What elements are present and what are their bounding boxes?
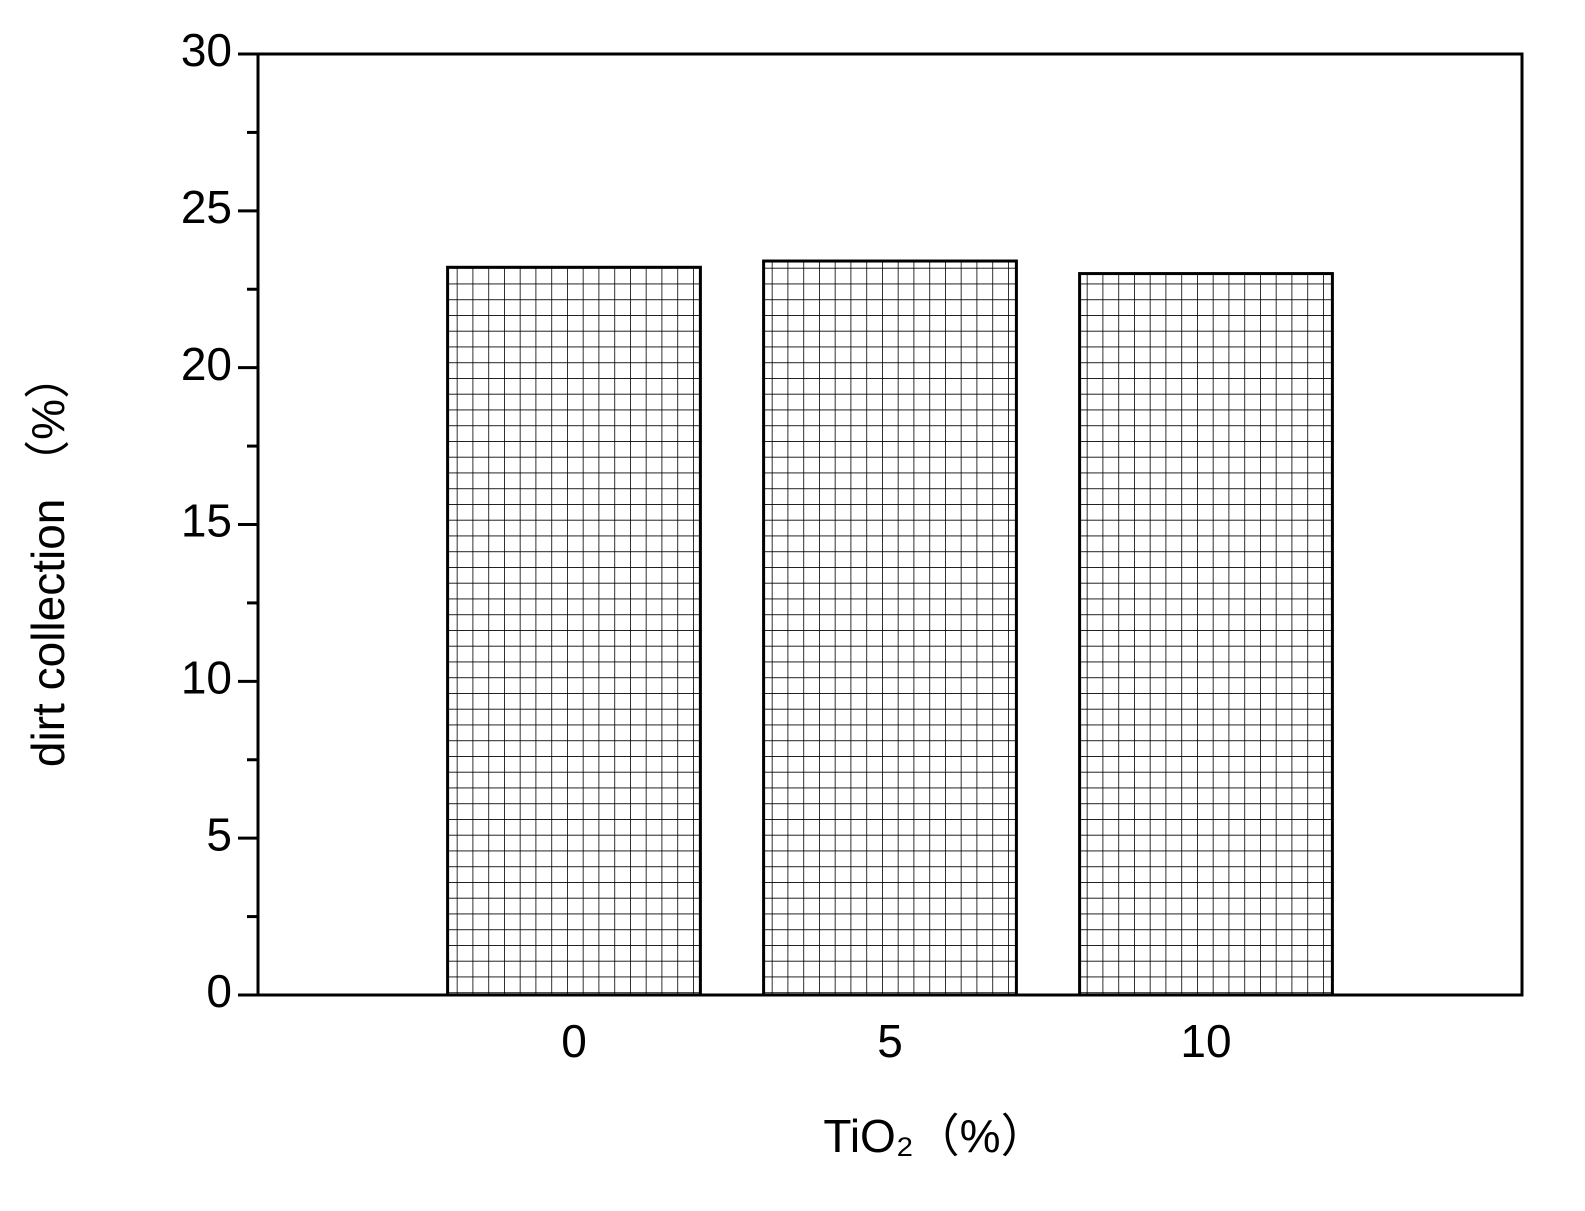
y-tick-label: 15 [181, 495, 232, 547]
y-tick-label: 20 [181, 338, 232, 390]
y-axis-label: dirt collection （%） [22, 353, 74, 767]
x-tick-label: 0 [561, 1015, 587, 1067]
x-tick-label: 5 [877, 1015, 903, 1067]
y-tick-label: 5 [206, 808, 232, 860]
x-axis-label: TiO₂（%） [823, 1110, 1046, 1162]
bar [446, 265, 702, 997]
y-tick-label: 25 [181, 181, 232, 233]
bar [762, 259, 1018, 997]
y-tick-label: 30 [181, 24, 232, 76]
y-tick-label: 10 [181, 651, 232, 703]
y-tick-label: 0 [206, 965, 232, 1017]
bar [1078, 272, 1334, 997]
x-tick-label: 10 [1180, 1015, 1231, 1067]
